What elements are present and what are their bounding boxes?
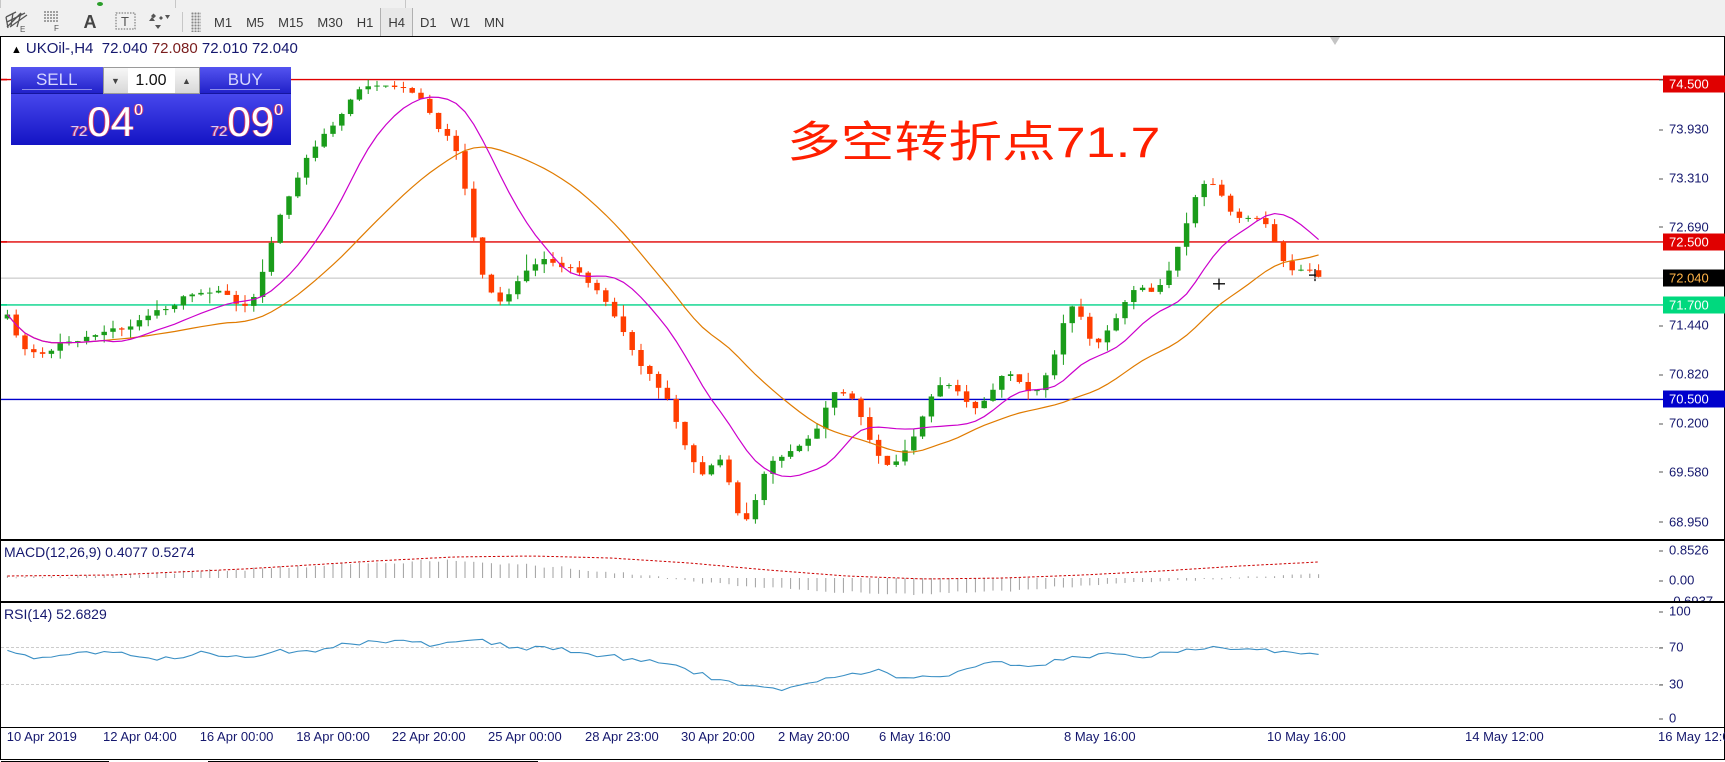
svg-text:T: T — [121, 14, 129, 29]
svg-text:E: E — [20, 25, 25, 33]
svg-text:F: F — [54, 24, 59, 33]
